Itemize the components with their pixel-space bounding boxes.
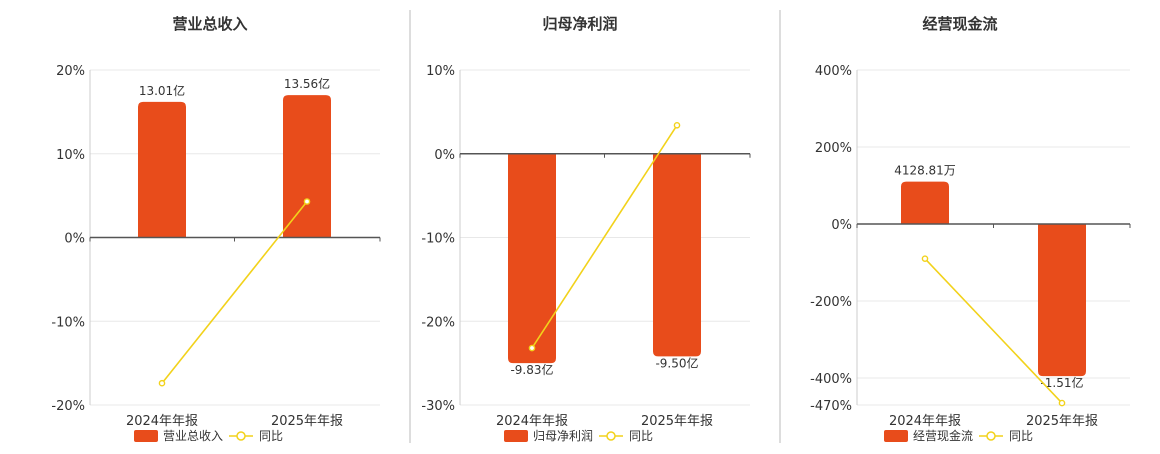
yoy-point bbox=[528, 344, 536, 352]
yoy-point bbox=[303, 198, 311, 205]
bar-value-label: 4128.81万 bbox=[894, 164, 956, 178]
y-tick-label: 0% bbox=[434, 148, 455, 163]
bar bbox=[508, 153, 556, 364]
x-tick-label: 2024年年报 bbox=[126, 414, 198, 429]
y-tick-label: -400% bbox=[810, 372, 852, 387]
bar bbox=[283, 95, 331, 238]
yoy-point bbox=[1058, 399, 1066, 407]
yoy-line bbox=[161, 200, 308, 384]
legend-line-label: 同比 bbox=[629, 429, 653, 443]
legend-line-marker bbox=[236, 431, 246, 441]
yoy-line bbox=[924, 258, 1063, 404]
legend-bar-label: 营业总收入 bbox=[163, 429, 223, 443]
legend-bar-label: 经营现金流 bbox=[913, 428, 973, 443]
x-tick-label: 2025年年报 bbox=[271, 414, 343, 429]
legend-line-marker bbox=[986, 431, 996, 441]
y-tick-label: 0% bbox=[831, 218, 852, 233]
bar bbox=[901, 181, 949, 225]
chart-title: 经营现金流 bbox=[922, 15, 997, 33]
chart-title: 营业总收入 bbox=[172, 15, 247, 33]
bar bbox=[1038, 224, 1086, 377]
legend-bar-label: 归母净利润 bbox=[533, 429, 593, 443]
legend-line-marker bbox=[606, 431, 616, 441]
yoy-point bbox=[673, 121, 681, 129]
bar-value-label: -9.83亿 bbox=[510, 362, 553, 377]
y-tick-label: -10% bbox=[51, 315, 85, 330]
bar bbox=[653, 153, 701, 357]
bar-value-label: 13.01亿 bbox=[139, 83, 185, 98]
legend-line-label: 同比 bbox=[1009, 429, 1033, 443]
y-tick-label: -470% bbox=[810, 399, 852, 414]
bar-value-label: 13.56亿 bbox=[284, 76, 330, 91]
x-tick-label: 2024年年报 bbox=[889, 414, 961, 429]
legend-bar-swatch bbox=[884, 430, 908, 442]
y-tick-label: -200% bbox=[810, 295, 852, 310]
y-tick-label: 20% bbox=[56, 64, 85, 79]
x-tick-label: 2025年年报 bbox=[641, 414, 713, 429]
y-tick-label: -20% bbox=[421, 315, 455, 330]
yoy-line bbox=[531, 124, 678, 349]
y-tick-label: -10% bbox=[421, 232, 455, 247]
legend-bar-swatch bbox=[504, 430, 528, 442]
yoy-point bbox=[921, 255, 929, 262]
chart-title: 归母净利润 bbox=[542, 15, 617, 33]
x-tick-label: 2024年年报 bbox=[496, 414, 568, 429]
bar-value-label: -9.50亿 bbox=[655, 355, 698, 370]
bar bbox=[138, 101, 186, 238]
bar-value-label: -1.51亿 bbox=[1040, 375, 1083, 390]
legend-bar-swatch bbox=[134, 430, 158, 442]
y-tick-label: 10% bbox=[426, 64, 455, 79]
yoy-point bbox=[158, 379, 166, 387]
x-tick-label: 2025年年报 bbox=[1026, 414, 1098, 429]
y-tick-label: 10% bbox=[56, 148, 85, 163]
y-tick-label: 0% bbox=[64, 232, 85, 247]
y-tick-label: -20% bbox=[51, 399, 85, 414]
y-tick-label: 400% bbox=[815, 64, 852, 79]
legend-line-label: 同比 bbox=[259, 429, 283, 443]
y-tick-label: 200% bbox=[815, 141, 852, 156]
y-tick-label: -30% bbox=[421, 399, 455, 414]
